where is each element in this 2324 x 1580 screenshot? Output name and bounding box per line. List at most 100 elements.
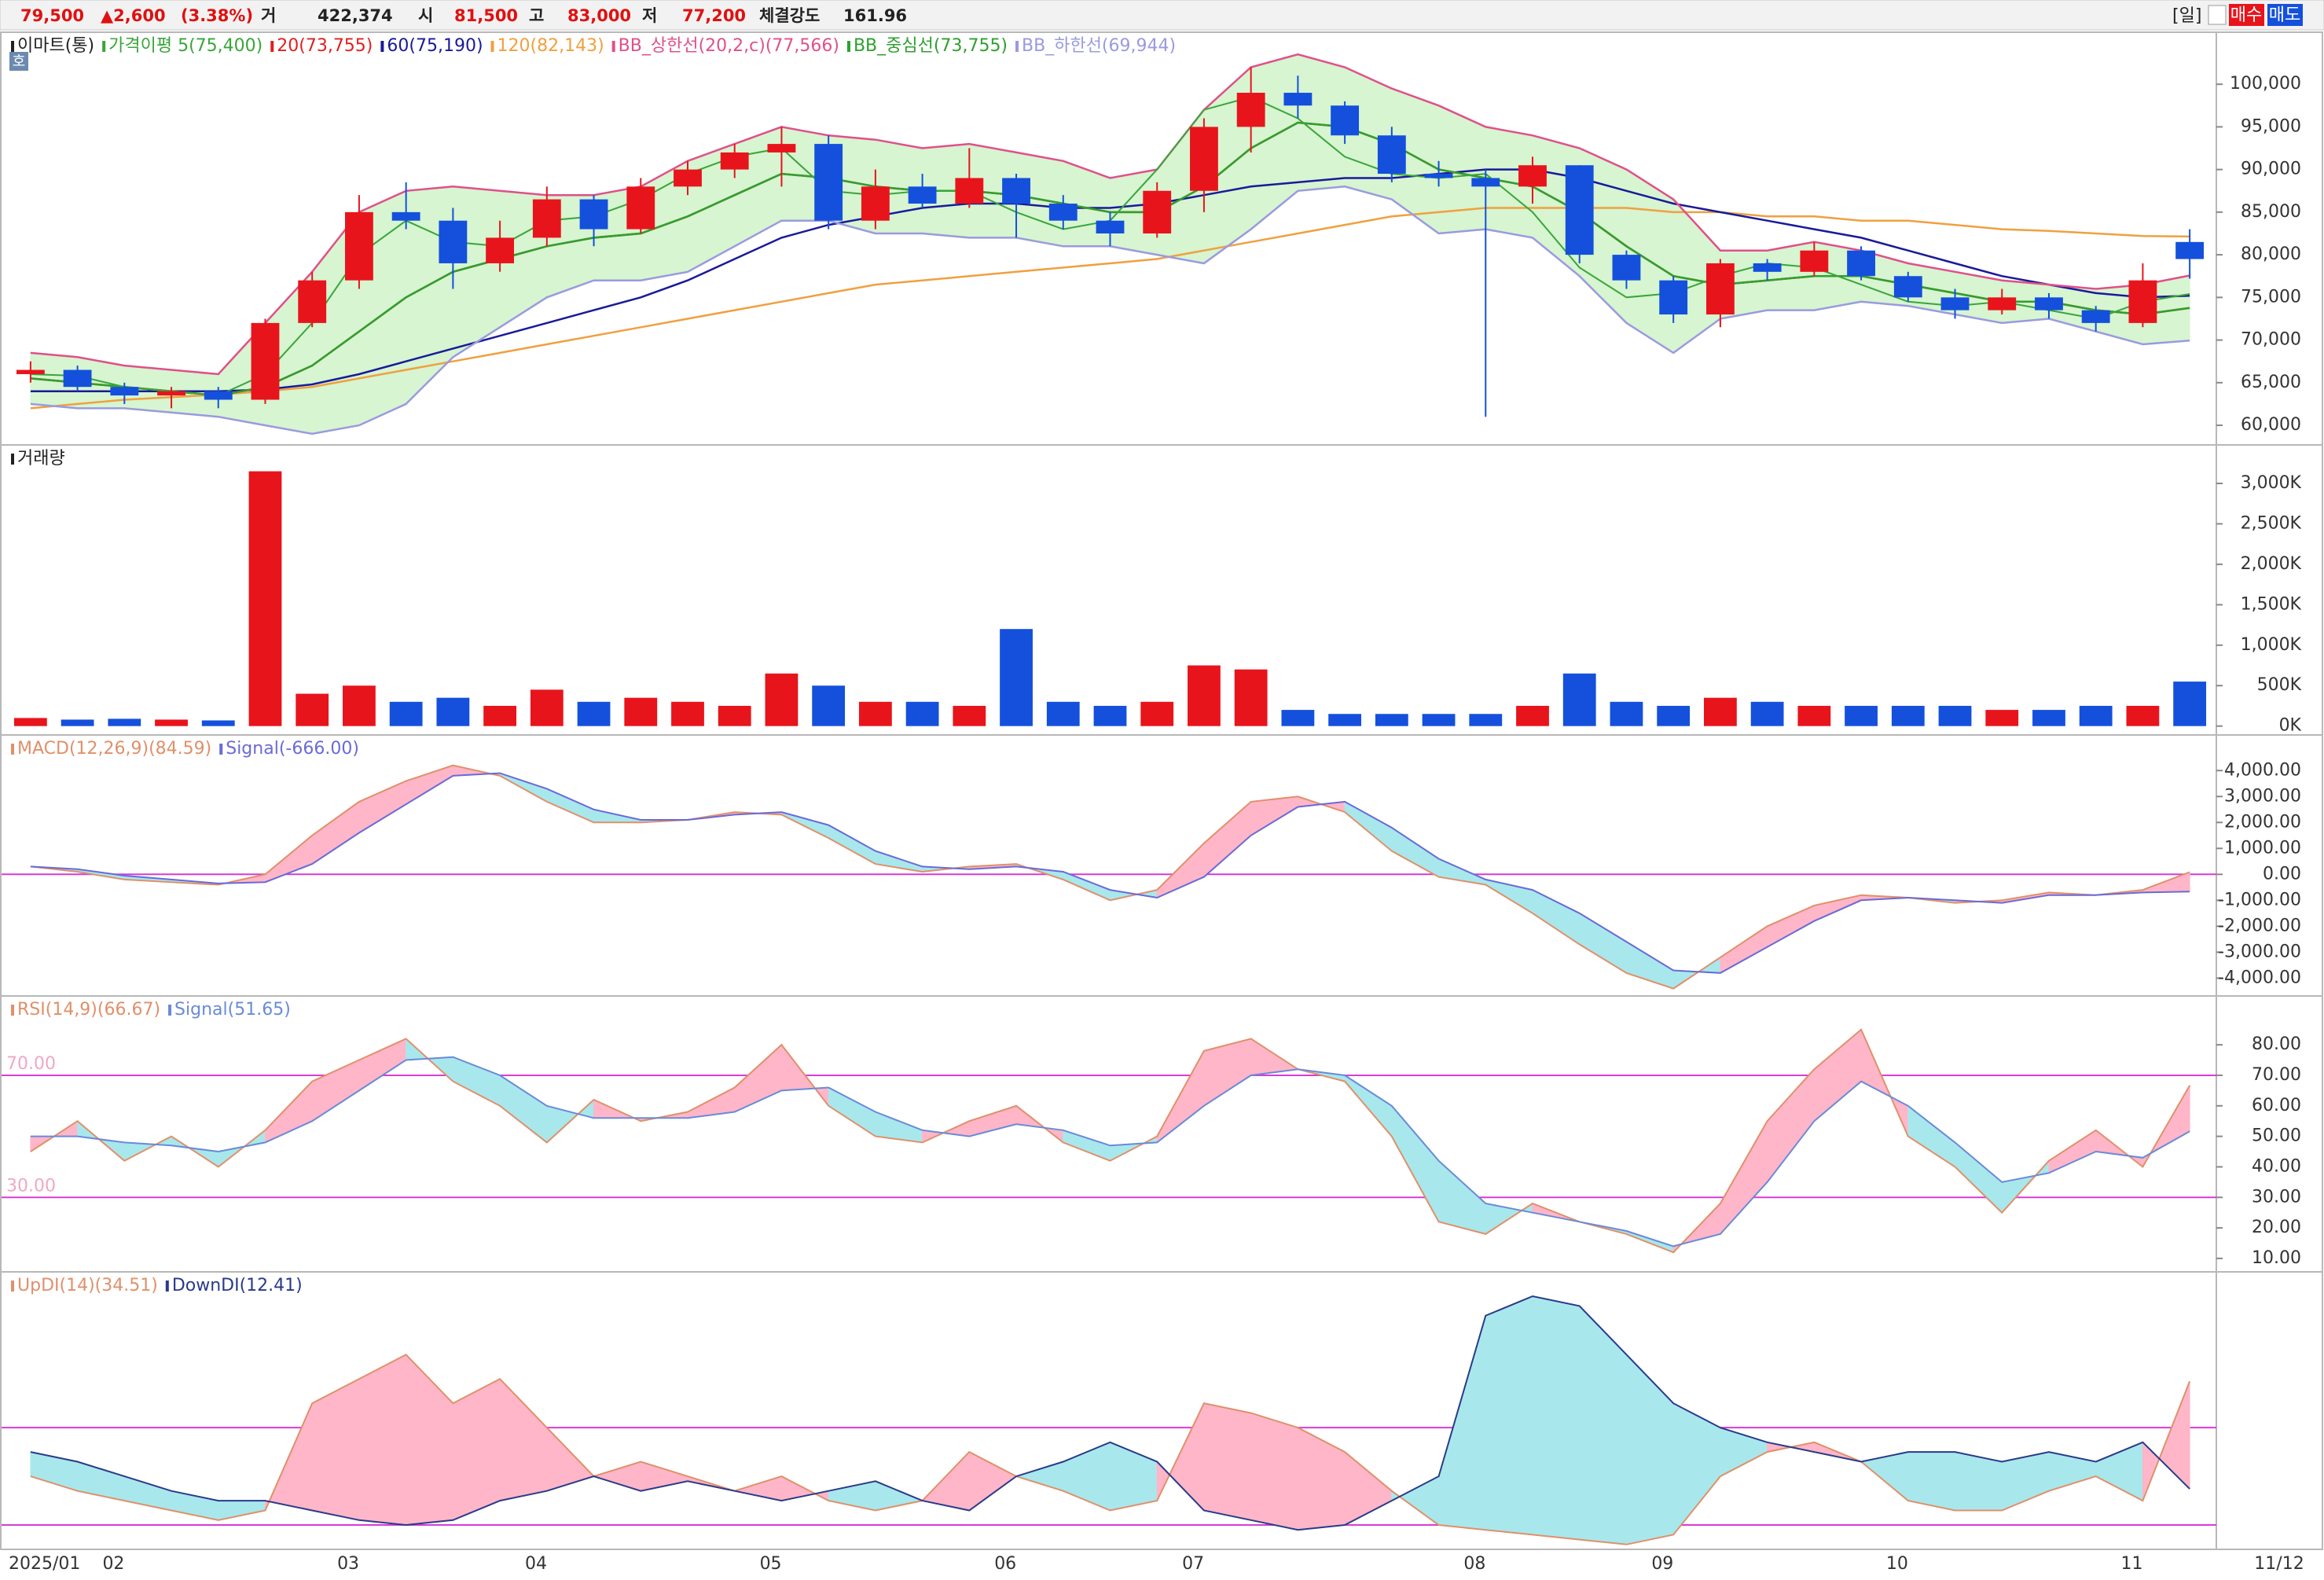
candle-body — [1800, 250, 1829, 272]
fill-area — [1203, 1402, 1252, 1521]
candle-body — [1002, 178, 1030, 204]
y-tick-label: 95,000 — [2241, 116, 2301, 136]
y-tick-label: 1,500K — [2241, 594, 2302, 614]
fill-area — [218, 1500, 266, 1521]
legend-label: BB_중심선(73,755) — [854, 36, 1008, 56]
volume-bar — [1797, 705, 1831, 726]
candle-body — [2128, 280, 2157, 323]
candle-body — [579, 199, 608, 230]
candle-body — [1143, 190, 1172, 233]
fill-area — [1344, 1451, 1393, 1526]
series-line — [30, 772, 2190, 974]
fill-area — [1250, 796, 1298, 836]
buy-button[interactable] — [2229, 4, 2264, 26]
candle-body — [157, 391, 185, 396]
legend-label: UpDI(14)(34.51) — [17, 1276, 158, 1295]
volume-bar — [577, 701, 611, 726]
candle-body — [1753, 263, 1782, 272]
rate: (3.38%) — [181, 6, 253, 25]
fill-area — [2095, 1442, 2143, 1501]
settings-button[interactable] — [2208, 5, 2227, 25]
fill-area — [406, 1354, 453, 1526]
fill-area — [592, 1461, 641, 1492]
y-tick-label: -1,000.00 — [2218, 890, 2301, 909]
y-tick-label: 1,000K — [2241, 635, 2302, 655]
y-tick-label: 4,000.00 — [2224, 760, 2301, 780]
candle-body — [908, 186, 937, 204]
price: 79,500 — [20, 6, 84, 25]
fill-area — [265, 1080, 313, 1144]
fill-area — [499, 1075, 548, 1144]
legend-label: 60(75,190) — [387, 36, 483, 56]
legend-label: RSI(14,9)(66.67) — [17, 1000, 160, 1020]
volume-bar — [1140, 701, 1174, 726]
y-tick-label: 70,000 — [2241, 330, 2301, 350]
y-tick-label: 20.00 — [2252, 1218, 2301, 1237]
candle-body — [1424, 174, 1453, 178]
volume-bar — [2173, 682, 2207, 726]
legend-swatch — [1015, 41, 1019, 52]
low-label: 저 — [642, 6, 657, 25]
series-line — [30, 1028, 2190, 1254]
candle-body — [861, 186, 890, 221]
fill-area — [1767, 905, 1815, 948]
high-label: 고 — [529, 6, 544, 25]
fill-area — [1532, 1295, 1581, 1541]
fill-area — [1063, 871, 1111, 902]
fill-area — [1391, 1475, 1440, 1526]
fill-area — [1579, 912, 1627, 974]
legend-label: Signal(-666.00) — [226, 739, 359, 759]
fill-area — [499, 1377, 548, 1501]
candle-body — [2081, 310, 2110, 323]
level-label: 30.00 — [6, 1176, 56, 1196]
legend-swatch — [11, 1005, 14, 1016]
candle-body — [1893, 276, 1922, 298]
volume-bar — [1704, 697, 1737, 726]
candle-body — [1236, 93, 1265, 127]
fill-area — [1156, 842, 1205, 898]
y-tick-label: 60,000 — [2241, 415, 2301, 435]
candle-body — [439, 220, 468, 263]
volume-bar — [1610, 701, 1643, 726]
volume-bar — [2079, 705, 2113, 726]
fill-area — [1579, 1305, 1627, 1545]
fill-area — [358, 1354, 407, 1526]
y-tick-label: 85,000 — [2241, 202, 2301, 222]
volume-bar — [2032, 710, 2065, 726]
volume-bar — [624, 697, 658, 726]
fill-area — [30, 1451, 79, 1492]
y-tick-label: 3,000.00 — [2224, 786, 2301, 806]
volume-bar — [1281, 710, 1315, 726]
fill-area — [358, 780, 407, 834]
fill-area — [1767, 1067, 1815, 1184]
y-tick-label: -3,000.00 — [2218, 942, 2301, 961]
y-tick-label: 90,000 — [2241, 160, 2301, 179]
fill-area — [546, 1426, 595, 1492]
sell-button[interactable] — [2267, 4, 2303, 26]
series-line — [30, 53, 2190, 376]
y-tick-label: 75,000 — [2241, 287, 2301, 307]
volume-bar — [1750, 701, 1784, 726]
volume-bar — [953, 705, 986, 726]
fill-area — [828, 824, 876, 865]
fill-area — [311, 1059, 360, 1123]
candle-body — [814, 144, 843, 221]
candle-body — [2175, 241, 2205, 259]
legend-swatch — [11, 744, 14, 755]
legend-label: DownDI(12.41) — [172, 1276, 303, 1295]
high: 83,000 — [567, 6, 631, 25]
open: 81,500 — [454, 6, 518, 25]
candle-body — [1048, 204, 1078, 221]
y-tick-label: 60.00 — [2252, 1096, 2301, 1115]
volume-bar — [436, 697, 470, 726]
legend-swatch — [102, 41, 106, 52]
fill-area — [1813, 1028, 1862, 1123]
y-tick-label: 1,000.00 — [2224, 838, 2301, 858]
x-tick-label: 04 — [525, 1554, 547, 1574]
fill-area — [1391, 826, 1440, 878]
volume-bar — [1938, 705, 1972, 726]
y-tick-label: 70.00 — [2252, 1065, 2301, 1085]
period-button[interactable]: [일] — [2172, 6, 2201, 26]
volume-bar — [1188, 665, 1221, 726]
series-line — [30, 207, 2190, 410]
